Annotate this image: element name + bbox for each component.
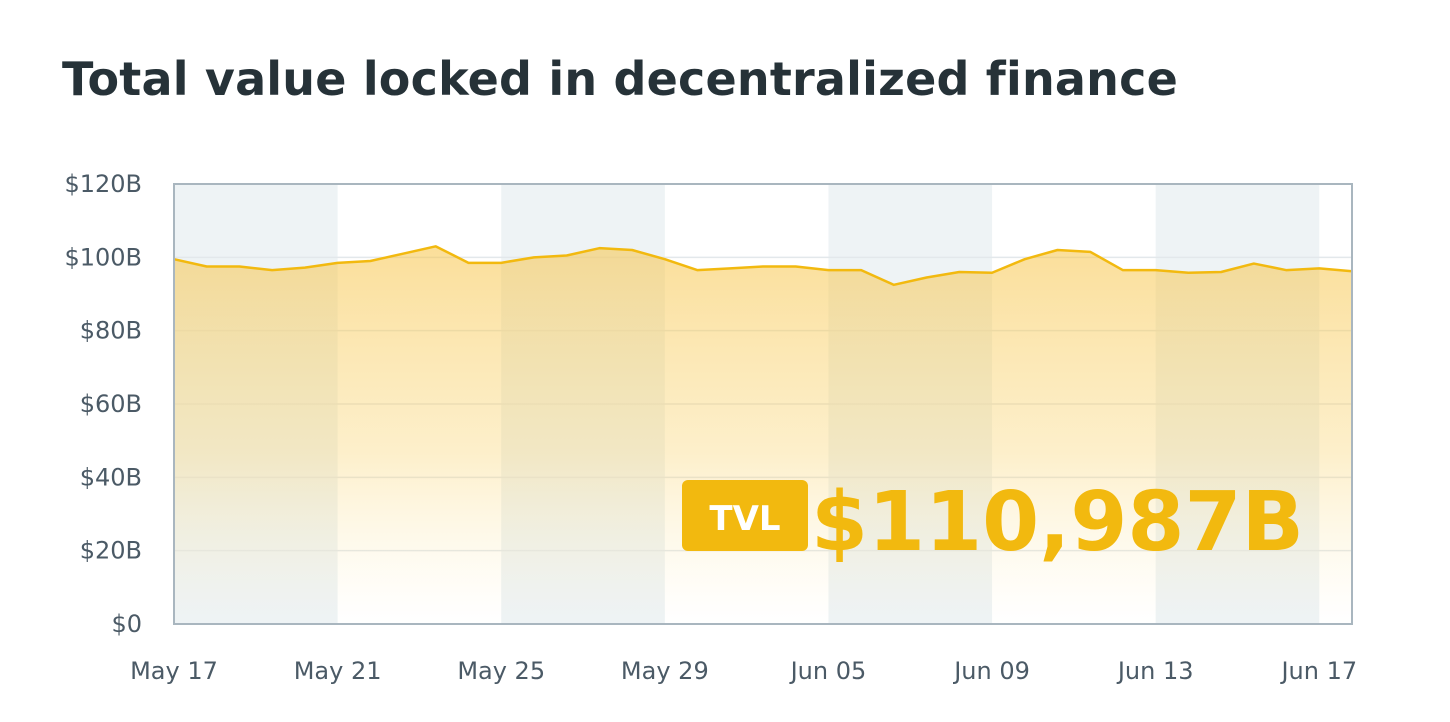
tvl-badge-label: TVL (709, 499, 780, 539)
y-tick-label: $100B (64, 243, 142, 271)
x-tick-label: Jun 05 (789, 657, 867, 685)
x-tick-label: May 21 (294, 657, 382, 685)
x-axis-ticks: May 17 May 21 May 25 May 29 Jun 05 Jun 09 Jun … (130, 657, 1357, 685)
y-tick-label: $0 (111, 610, 142, 638)
y-tick-label: $20B (80, 537, 142, 565)
area-fill (174, 246, 1352, 625)
plot-frame (173, 183, 1353, 625)
y-tick-label: $120B (64, 170, 142, 198)
y-tick-label: $60B (80, 390, 142, 418)
x-tick-label: Jun 13 (1116, 657, 1194, 685)
chart-title: Total value locked in decentralized fina… (62, 52, 1178, 106)
y-axis-ticks: $0 $20B $40B $60B $80B $100B $120B (64, 170, 142, 638)
tvl-badge (682, 480, 808, 551)
y-tick-label: $40B (80, 463, 142, 491)
x-tick-label: May 25 (457, 657, 545, 685)
y-tick-label: $80B (80, 317, 142, 345)
series-line (173, 245, 1353, 287)
x-tick-label: May 29 (621, 657, 709, 685)
tvl-value: $110,987B (811, 475, 1304, 570)
x-tick-label: May 17 (130, 657, 218, 685)
x-tick-label: Jun 17 (1279, 657, 1357, 685)
x-tick-label: Jun 09 (952, 657, 1030, 685)
